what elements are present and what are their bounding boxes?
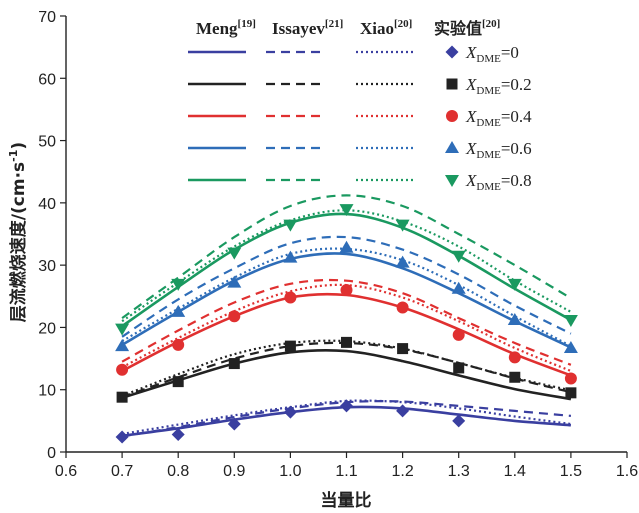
x-tick-label: 1.1	[335, 463, 357, 480]
axes: 0.6 0.7 0.8 0.9 1.0 1.1 1.2 1.3 1.4 1.5 1.6 0 10 20 30…	[38, 9, 638, 480]
legend-marker	[445, 141, 459, 153]
legend-label: XDME=0.8	[465, 171, 532, 193]
series-line-issayev-2	[121, 278, 572, 366]
y-tick-label: 0	[47, 445, 56, 462]
data-point	[507, 312, 522, 325]
data-point	[228, 358, 240, 370]
y-axis-title-sup: -1	[7, 150, 20, 162]
data-point	[451, 281, 466, 294]
x-tick-label: 1.5	[560, 463, 582, 480]
data-point	[171, 428, 185, 442]
data-point	[395, 219, 410, 232]
y-tick-label: 30	[38, 258, 56, 275]
data-point	[508, 351, 521, 364]
data-point	[115, 430, 129, 444]
legend-label: XDME=0.2	[465, 75, 532, 97]
legend-header: Issayev[21]	[272, 18, 343, 38]
data-point	[340, 399, 353, 413]
series-line-issayev-3	[121, 235, 572, 338]
y-axis-title-tail: )	[9, 142, 29, 150]
data-point	[340, 284, 353, 297]
data-point	[116, 363, 129, 376]
y-tick-label: 60	[38, 71, 56, 88]
y-tick-label: 10	[38, 383, 56, 400]
data-point	[172, 376, 184, 388]
x-axis-title: 当量比	[321, 490, 372, 511]
y-tick-label: 40	[38, 196, 56, 213]
data-point	[339, 240, 354, 253]
data-point	[283, 250, 298, 263]
data-point	[227, 247, 242, 260]
data-point	[339, 204, 354, 217]
data-point	[171, 278, 186, 291]
data-point	[341, 336, 352, 348]
legend-header: 实验值[20]	[434, 18, 500, 38]
legend-header: Meng[19]	[196, 18, 256, 38]
y-tick-label: 50	[38, 134, 56, 151]
data-point	[451, 250, 466, 263]
x-tick-label: 1.2	[391, 463, 413, 480]
data-point	[227, 275, 242, 288]
data-point	[563, 314, 578, 327]
plot-area	[115, 194, 578, 444]
data-point	[283, 219, 298, 232]
x-tick-label: 1.4	[504, 463, 526, 480]
data-point	[396, 301, 409, 314]
data-point	[396, 404, 410, 418]
data-point	[284, 340, 296, 352]
data-point	[283, 405, 297, 419]
legend-header: Xiao[20]	[360, 18, 412, 38]
data-point	[397, 343, 409, 355]
y-tick-label: 20	[38, 320, 56, 337]
data-point	[284, 291, 297, 304]
y-axis-title: 层流燃烧速度/(cm·s-1)	[7, 142, 29, 322]
data-point	[452, 328, 465, 341]
x-tick-label: 0.7	[111, 463, 133, 480]
series-line-issayev-4	[121, 194, 572, 319]
x-tick-label: 1.3	[448, 463, 470, 480]
data-point	[115, 323, 130, 336]
data-point	[509, 371, 521, 383]
legend-label: XDME=0	[465, 43, 519, 65]
x-tick-label: 1.6	[616, 463, 638, 480]
data-point	[395, 255, 410, 268]
data-point	[228, 310, 241, 323]
data-point	[453, 362, 465, 374]
data-point	[564, 372, 577, 385]
legend-marker	[445, 175, 459, 187]
series-line-meng-1	[121, 348, 572, 401]
x-tick-label: 1.0	[279, 463, 301, 480]
legend: Meng[19] Issayev[21] Xiao[20] 实验值[20] XDME=0…	[188, 18, 532, 193]
data-point	[115, 339, 130, 352]
series-line-meng-3	[121, 252, 572, 349]
data-point	[227, 417, 241, 431]
legend-marker	[445, 45, 459, 59]
data-point	[172, 338, 185, 351]
legend-label: XDME=0.4	[465, 107, 532, 129]
y-axis-title-main: 层流燃烧速度/(cm·s	[8, 162, 29, 322]
legend-marker	[446, 110, 458, 122]
data-point	[565, 387, 577, 399]
y-tick-label: 70	[38, 9, 56, 26]
x-tick-label: 0.6	[55, 463, 77, 480]
series-line-xiao-2	[121, 283, 572, 373]
data-point	[116, 391, 128, 403]
legend-marker	[446, 78, 458, 90]
data-point	[171, 304, 186, 317]
data-point	[507, 278, 522, 291]
data-point	[452, 414, 466, 428]
legend-label: XDME=0.6	[465, 139, 532, 161]
data-point	[563, 340, 578, 353]
x-tick-label: 0.9	[223, 463, 245, 480]
x-tick-label: 0.8	[167, 463, 189, 480]
